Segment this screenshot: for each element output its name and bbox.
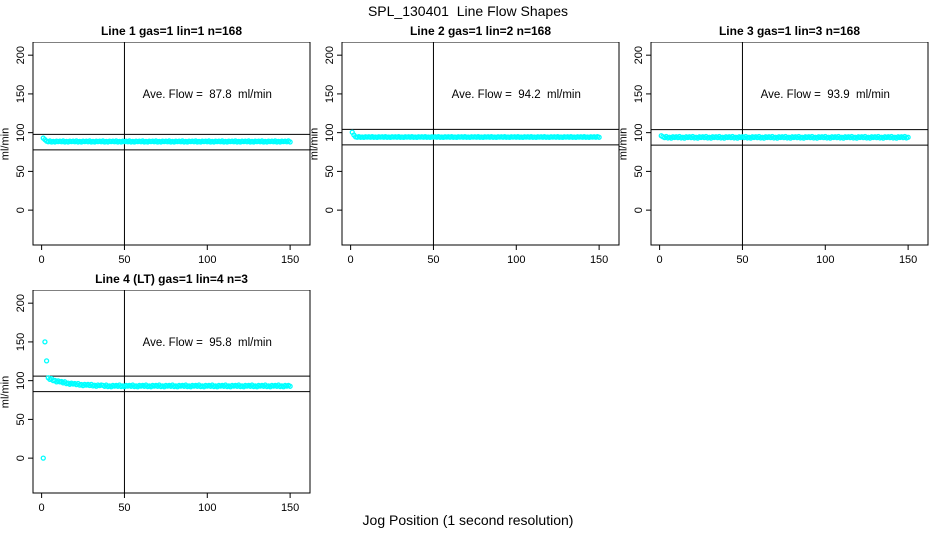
plot-area: 0 50 100 150 0 50 100 150 200 Ave. Flow = 94.2 ml…	[324, 42, 620, 266]
y-tick-label: 100	[324, 123, 336, 141]
data-point	[42, 339, 48, 345]
main-title: SPL_130401 Line Flow Shapes	[367, 3, 569, 19]
data-point	[40, 455, 46, 461]
y-tick-label: 50	[15, 413, 27, 425]
annotation-text: Ave. Flow = 87.8 ml/min	[143, 89, 272, 101]
y-tick-label: 200	[633, 46, 645, 64]
annotation-text: Ave. Flow = 93.9 ml/min	[761, 89, 890, 101]
panel-title: Line 2 gas=1 lin=2 n=168	[409, 24, 552, 38]
annotation-text: Ave. Flow = 95.8 ml/min	[143, 337, 272, 349]
data-point	[43, 358, 50, 364]
x-tick-label: 150	[281, 502, 299, 514]
y-tick-label: 50	[15, 165, 27, 177]
panel-title: Line 1 gas=1 lin=1 n=168	[100, 24, 243, 38]
x-tick-label: 100	[198, 502, 216, 514]
x-tick-label: 100	[198, 254, 216, 266]
y-tick-label: 200	[15, 294, 27, 312]
panel-line-2: Line 2 gas=1 lin=2 n=168 ml/min 0 50 100 15…	[309, 20, 627, 272]
y-tick-label: 100	[15, 123, 27, 141]
y-tick-label: 0	[15, 455, 27, 461]
y-tick-label: 0	[324, 207, 336, 213]
y-tick-label: 0	[633, 207, 645, 213]
x-tick-label: 0	[657, 254, 663, 266]
y-tick-label: 0	[15, 207, 27, 213]
y-tick-label: 150	[15, 85, 27, 103]
x-tick-label: 0	[39, 254, 45, 266]
y-tick-label: 150	[324, 85, 336, 103]
y-tick-label: 150	[15, 333, 27, 351]
plot-box	[32, 42, 311, 246]
data-point	[596, 134, 602, 140]
panel-line-3: Line 3 gas=1 lin=3 n=168 ml/min 0 50 100 15…	[618, 20, 936, 272]
x-tick-label: 150	[590, 254, 608, 266]
x-tick-label: 100	[507, 254, 525, 266]
plot-area: 0 50 100 150 0 50 100 150 200 Ave. Flow = 87.8 ml…	[15, 42, 311, 266]
x-tick-label: 150	[899, 254, 917, 266]
data-point	[287, 383, 293, 389]
y-tick-label: 100	[15, 371, 27, 389]
x-tick-label: 50	[736, 254, 748, 266]
panel-title: Line 3 gas=1 lin=3 n=168	[718, 24, 861, 38]
data-point	[287, 139, 293, 145]
x-tick-label: 50	[118, 254, 130, 266]
data-point	[905, 134, 911, 140]
panel-line-4: Line 4 (LT) gas=1 lin=4 n=3 ml/min 0 50 10…	[0, 268, 318, 520]
x-tick-label: 150	[281, 254, 299, 266]
y-tick-label: 200	[15, 46, 27, 64]
x-tick-label: 50	[118, 502, 130, 514]
y-tick-label: 50	[633, 165, 645, 177]
panel-line-1: Line 1 gas=1 lin=1 n=168 ml/min 0 50 100 15…	[0, 20, 318, 272]
y-tick-label: 100	[633, 123, 645, 141]
plot-area: 0 50 100 150 0 50 100 150 200 Ave. Flow = 93.9 ml…	[633, 42, 929, 266]
y-tick-label: 200	[324, 46, 336, 64]
plot-area: 0 50 100 150 0 50 100 150 200 Ave. Flow = 95.8 ml…	[15, 290, 311, 514]
y-tick-label: 50	[324, 165, 336, 177]
x-tick-label: 50	[427, 254, 439, 266]
x-tick-label: 0	[39, 502, 45, 514]
x-tick-label: 100	[816, 254, 834, 266]
panel-title: Line 4 (LT) gas=1 lin=4 n=3	[95, 272, 248, 286]
x-tick-label: 0	[348, 254, 354, 266]
plot-box	[341, 42, 620, 246]
annotation-text: Ave. Flow = 94.2 ml/min	[452, 89, 581, 101]
x-axis-label: Jog Position (1 second resolution)	[362, 512, 574, 528]
y-tick-label: 150	[633, 85, 645, 103]
plot-box	[650, 42, 929, 246]
